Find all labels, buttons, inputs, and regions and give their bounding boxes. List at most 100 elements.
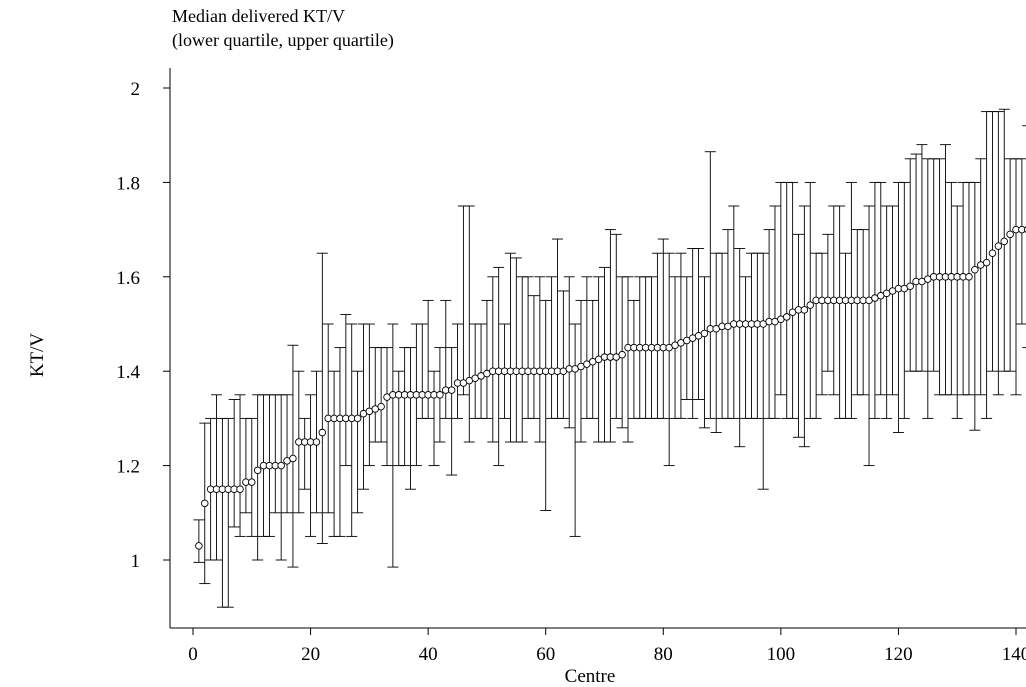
data-point-group (334, 347, 346, 537)
data-point-group (469, 323, 481, 419)
data-point-group (769, 205, 781, 419)
median-point (994, 242, 1003, 250)
data-point-group (440, 299, 452, 419)
y-tick-label: 1.2 (116, 457, 140, 478)
data-point-group (399, 347, 411, 467)
data-point-group (781, 181, 793, 419)
median-point (806, 301, 815, 309)
median-point (289, 454, 297, 463)
median-point (1006, 230, 1014, 239)
data-point-group (375, 347, 387, 443)
data-point-group (405, 347, 417, 490)
median-point (447, 386, 456, 394)
median-point (353, 414, 362, 423)
data-point-group (928, 158, 940, 372)
y-tick-label: 1 (131, 551, 141, 572)
data-point-group (1016, 158, 1026, 325)
median-point (201, 499, 209, 508)
data-point-group (992, 111, 1004, 396)
data-point-group (998, 108, 1010, 372)
data-point-group (975, 158, 987, 396)
x-tick-label: 20 (301, 644, 320, 665)
data-point-group (587, 299, 599, 419)
data-point-group (534, 276, 546, 443)
y-tick-label: 1.4 (116, 362, 140, 383)
data-point-group (546, 276, 558, 419)
data-point-group (528, 295, 540, 419)
median-point (782, 313, 791, 321)
data-point-group (222, 417, 234, 608)
data-point-group (610, 233, 622, 419)
data-point-group (357, 323, 369, 490)
data-point-group (828, 205, 840, 396)
data-point-group (957, 181, 969, 396)
median-point (312, 438, 321, 446)
data-point-group (246, 417, 258, 537)
x-tick-label: 60 (536, 644, 555, 665)
data-point-group (787, 181, 799, 419)
median-point (1000, 237, 1008, 246)
data-point-group (657, 238, 669, 419)
data-point-group (240, 417, 252, 514)
plot-area: 1 1.2 1.4 1.6 1.8 2 0 20 40 60 80 100 120 140 (116, 68, 1026, 665)
median-point (965, 273, 973, 281)
median-point (906, 282, 914, 290)
data-point-group (857, 229, 869, 396)
median-point (236, 485, 244, 493)
data-point-group (557, 290, 569, 419)
x-tick-label: 120 (884, 644, 913, 665)
data-point-group (393, 370, 405, 467)
median-point (436, 391, 444, 399)
median-point (253, 466, 262, 475)
data-point-group (346, 323, 358, 537)
median-point (982, 258, 991, 267)
data-point-group (316, 252, 328, 544)
data-point-group (728, 205, 740, 419)
data-point-group (745, 252, 757, 419)
data-point-group (569, 323, 581, 537)
data-point-group (310, 370, 322, 514)
median-point (618, 350, 626, 359)
data-point-group (710, 252, 722, 434)
data-point-group (540, 299, 552, 511)
data-point-group (869, 181, 881, 419)
data-point-group (363, 323, 375, 467)
data-point-group (516, 276, 528, 443)
chart-subtitle: (lower quartile, upper quartile) (172, 30, 394, 51)
data-point-group (499, 323, 511, 419)
data-point-group (446, 347, 458, 476)
chart-title: Median delivered KT/V (172, 6, 345, 26)
data-point-group (269, 394, 281, 514)
data-point-group (740, 276, 752, 419)
data-point-group (939, 144, 951, 396)
data-point-group (910, 153, 922, 372)
median-point (318, 428, 327, 437)
data-point-group (416, 323, 428, 419)
data-point-group (798, 205, 810, 448)
y-tick-label: 2 (131, 79, 141, 100)
data-point-group (792, 233, 804, 438)
data-point-group (898, 181, 910, 419)
data-point-group (681, 276, 693, 400)
data-point-group (963, 181, 975, 396)
y-axis-label: KT/V (27, 333, 48, 378)
data-point-group (287, 344, 299, 568)
data-point-group (369, 347, 381, 443)
data-point-group (716, 252, 728, 419)
data-point-group (951, 205, 963, 419)
data-point-group (651, 252, 663, 419)
y-tick-label: 1.6 (116, 268, 140, 289)
data-point-group (604, 229, 616, 443)
data-point-group (199, 422, 211, 585)
data-point-group (493, 266, 505, 467)
data-point-group (981, 111, 993, 419)
median-point (971, 265, 979, 274)
data-point-group (634, 276, 646, 419)
data-point-group (193, 519, 205, 563)
data-point-group (352, 370, 364, 514)
data-point-group (734, 248, 746, 448)
data-point-group (452, 323, 464, 419)
data-point-group (563, 276, 575, 429)
data-point-group (775, 181, 787, 396)
